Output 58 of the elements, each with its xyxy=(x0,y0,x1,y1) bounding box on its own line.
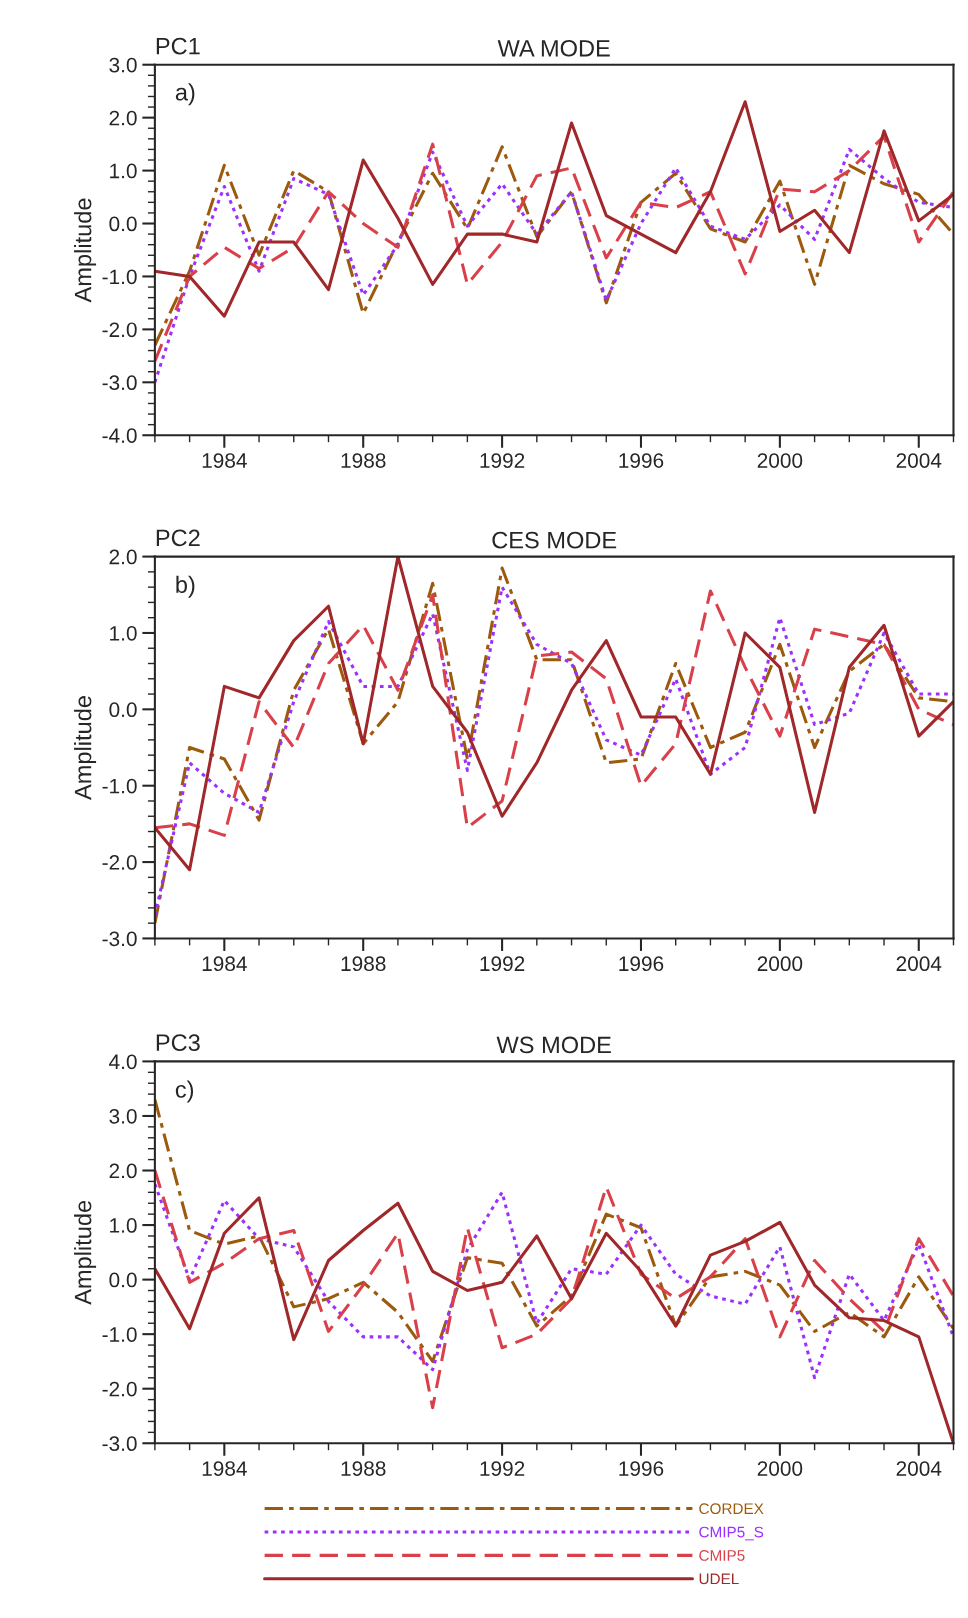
y-tick-label: 1.0 xyxy=(110,163,137,179)
y-tick-label: -3.0 xyxy=(102,375,137,391)
y-tick-label: 3.0 xyxy=(109,57,137,73)
text: UDEL xyxy=(699,1573,739,1585)
x-tick-label: 1992 xyxy=(480,956,525,972)
y-tick-label: 0.0 xyxy=(109,702,137,718)
x-tick-label: 2004 xyxy=(896,1461,942,1476)
annotation: a) xyxy=(175,83,195,106)
x-tick-label: 1996 xyxy=(619,956,664,972)
x-tick-label: 1996 xyxy=(619,1461,664,1476)
line-series xyxy=(154,1168,954,1410)
y-tick-label: 2.0 xyxy=(109,549,137,565)
text: CMIP5 xyxy=(699,1550,745,1561)
y-axis-title: Amplitude xyxy=(74,1200,97,1305)
text: CORDEX xyxy=(699,1503,764,1515)
chart-title: WS MODE xyxy=(496,1036,611,1054)
y-tick-label: 1.0 xyxy=(110,1218,137,1233)
x-tick-label: 2004 xyxy=(896,956,942,972)
x-tick-label: 1984 xyxy=(202,956,247,972)
x-tick-label: 1984 xyxy=(202,1461,247,1476)
text: PC1 xyxy=(156,37,200,55)
y-tick-label: -1.0 xyxy=(102,1327,137,1342)
y-tick-label: 2.0 xyxy=(109,1163,137,1179)
y-tick-label: -2.0 xyxy=(102,1381,137,1397)
text: CMIP5_S xyxy=(699,1526,764,1541)
chart-title: CES MODE xyxy=(492,531,617,549)
y-tick-label: 0.0 xyxy=(109,216,137,232)
y-tick-label: -1.0 xyxy=(102,778,137,794)
y-axis-title: Amplitude xyxy=(74,696,97,800)
x-tick-label: 1992 xyxy=(480,1461,525,1476)
chart-title: WA MODE xyxy=(497,39,610,57)
y-tick-label: -1.0 xyxy=(102,269,137,285)
y-tick-label: -2.0 xyxy=(102,322,137,338)
x-tick-label: 2004 xyxy=(896,453,942,468)
y-tick-label: 1.0 xyxy=(110,625,137,641)
x-tick-label: 1988 xyxy=(341,1461,386,1476)
text: PC2 xyxy=(156,529,200,547)
y-tick-label: -4.0 xyxy=(102,428,137,443)
x-tick-label: 1996 xyxy=(619,453,664,468)
y-tick-label: 0.0 xyxy=(109,1272,137,1288)
x-tick-label: 1984 xyxy=(202,453,247,468)
x-tick-label: 1988 xyxy=(341,453,386,468)
line-series xyxy=(154,1182,954,1380)
y-tick-label: 2.0 xyxy=(109,110,137,126)
y-tick-label: -3.0 xyxy=(102,931,137,947)
x-tick-label: 2000 xyxy=(757,1461,803,1476)
y-tick-label: 4.0 xyxy=(109,1054,137,1070)
x-tick-label: 1988 xyxy=(341,956,386,972)
y-axis-title: Amplitude xyxy=(74,198,97,303)
x-tick-label: 1992 xyxy=(480,453,525,468)
annotation: c) xyxy=(175,1080,194,1103)
text: PC3 xyxy=(156,1034,200,1052)
x-tick-label: 2000 xyxy=(757,453,803,468)
annotation: b) xyxy=(176,575,195,598)
y-tick-label: -2.0 xyxy=(102,855,137,870)
y-tick-label: -3.0 xyxy=(102,1436,137,1452)
y-tick-label: 3.0 xyxy=(109,1108,137,1124)
x-tick-label: 2000 xyxy=(757,956,803,972)
